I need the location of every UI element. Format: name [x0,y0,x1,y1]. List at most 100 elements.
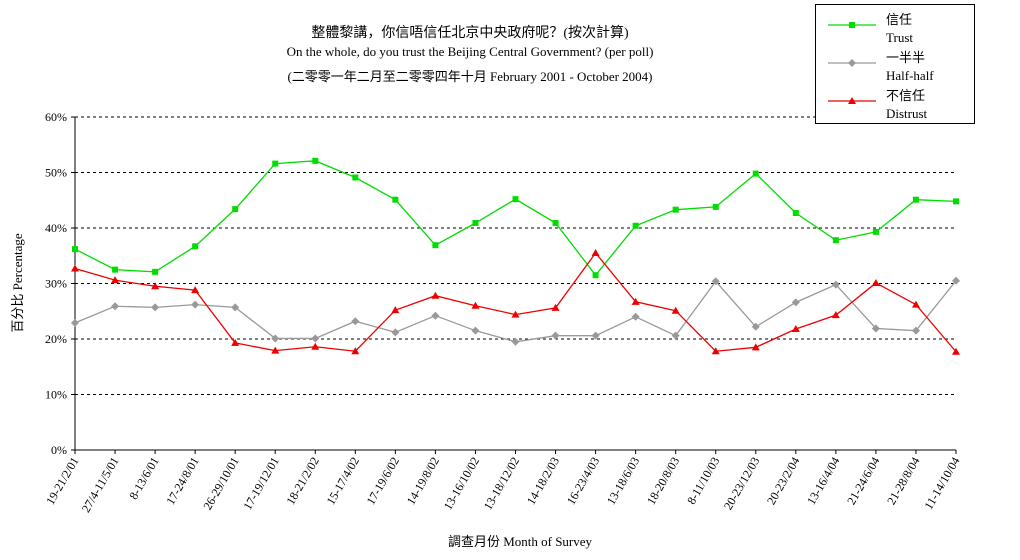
data-point [871,278,880,286]
data-point [352,174,359,181]
data-point [312,157,319,164]
x-tick-label: 17-19/6/02 [364,455,402,508]
x-tick-label: 18-21/2/02 [283,455,321,508]
y-tick-label: 40% [45,221,67,235]
legend-label-trust: 信任 [886,12,913,27]
series-line [74,160,957,277]
legend: 信任 Trust 一半半 Half-half 不信任 Distrust [815,4,975,124]
data-point [551,303,560,311]
data-point [592,272,599,279]
data-point [272,160,279,167]
chart-title: 整體黎講，你信唔信任北京中央政府呢？(按次計算) [311,26,629,41]
data-point [311,342,320,350]
data-point [871,324,880,333]
y-tick-label: 20% [45,332,67,346]
y-tick-label: 60% [45,110,67,124]
data-point [192,243,199,250]
data-point [511,337,520,346]
data-point [552,220,559,227]
data-point [912,196,919,203]
data-point [711,347,720,355]
x-tick-label: 17-19/12/01 [240,455,281,513]
data-point [111,302,120,311]
data-point [71,264,79,272]
data-point [631,297,640,305]
data-point [672,206,679,213]
data-point [511,310,520,318]
data-point [152,268,159,275]
data-point [512,196,519,203]
x-tick-label: 18-20/8/03 [644,455,682,508]
y-axis-label: 百分比 Percentage [10,233,25,333]
x-tick-label: 16-23/4/03 [564,455,602,508]
y-tick-labels: 0% 10% 20% 30% 40% 50% 60% [45,110,67,457]
series-trust [72,157,959,279]
chart-subtitle: On the whole, do you trust the Beijing C… [286,44,654,59]
series-half-half [71,276,960,346]
y-tick-label: 10% [45,388,67,402]
x-tick-label: 14-19/8/02 [404,455,442,508]
data-point [112,266,119,273]
grid [75,116,956,395]
legend-label-trust-en: Trust [886,30,913,45]
data-point [231,338,240,346]
data-point [831,311,840,319]
data-point [551,331,560,340]
data-point [432,242,439,249]
data-point [232,206,239,213]
data-point [351,317,360,326]
data-point [911,326,920,335]
data-point [71,318,79,327]
x-tick-label: 11-14/10/04 [921,455,962,512]
data-point [831,280,840,289]
legend-label-half-half-en: Half-half [886,68,934,83]
legend-marker-distrust [828,97,876,104]
data-point [711,277,720,286]
data-point [952,276,960,285]
data-point [391,306,400,314]
data-point [791,325,800,333]
series-group [71,157,960,355]
x-tick-label: 13-16/10/02 [441,455,482,513]
data-point [631,312,640,321]
data-point [431,291,440,299]
data-point [832,237,839,244]
data-point [953,198,959,205]
data-point [752,170,759,177]
data-point [392,196,399,203]
data-point [751,322,760,331]
x-tick-label: 13-16/4/04 [804,455,842,508]
x-tick-label: 15-17/4/02 [323,455,361,508]
data-point [671,306,680,314]
x-tick-label: 19-21/2/01 [43,455,81,508]
x-tick-label: 8-11/10/03 [684,455,722,507]
data-point [191,300,200,309]
data-point [271,334,280,343]
x-tick-label: 20-23/12/03 [721,455,762,513]
data-point [72,246,78,253]
x-tick-label: 14-18/2/03 [524,455,562,508]
x-axis-label: 調查月份 Month of Survey [448,534,593,549]
legend-label-distrust: 不信任 [886,88,926,103]
series-line [74,251,957,353]
legend-marker-trust [828,22,876,28]
data-point [431,311,440,320]
legend-label-distrust-en: Distrust [886,106,928,121]
axes [71,116,957,454]
data-point [591,248,600,256]
x-tick-label: 26-29/10/01 [200,455,241,513]
data-point [791,298,800,307]
data-point [671,331,680,340]
data-point [872,228,879,235]
data-point [751,343,760,351]
data-point [151,282,160,290]
data-point [391,328,400,337]
data-point [591,331,600,340]
data-point [471,326,480,335]
data-point [311,334,320,343]
x-tick-label: 13-18/12/02 [481,455,522,513]
data-point [151,303,160,312]
y-tick-label: 30% [45,277,67,291]
